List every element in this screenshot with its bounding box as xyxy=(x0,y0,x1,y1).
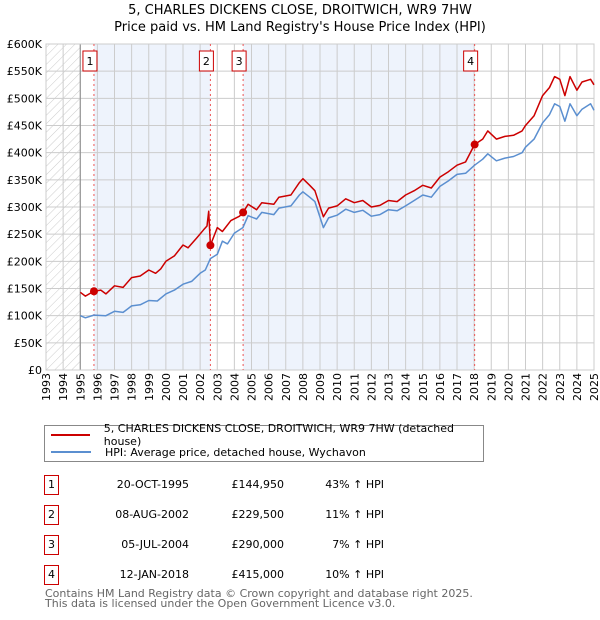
x-tick-label: 1996 xyxy=(91,373,104,401)
sale-label-box xyxy=(82,50,98,72)
sale-price: £144,950 xyxy=(231,478,285,491)
sale-date: 12-JAN-2018 xyxy=(119,568,189,581)
sale-price: £415,000 xyxy=(231,568,285,581)
x-tick-label: 2002 xyxy=(194,373,207,401)
sale-price: £229,500 xyxy=(231,508,285,521)
sale-point xyxy=(89,287,98,296)
x-tick-label: 1999 xyxy=(143,373,156,401)
x-tick-label: 2005 xyxy=(246,373,259,401)
sale-number-badge: 1 xyxy=(44,475,59,495)
x-tick-label: 2001 xyxy=(177,373,190,401)
x-tick-label: 2012 xyxy=(365,373,378,401)
sale-row: 1 20-OCT-1995 £144,950 43% ↑ HPI xyxy=(44,475,464,495)
sale-date: 05-JUL-2004 xyxy=(121,538,189,551)
sale-number-badge: 2 xyxy=(44,505,59,525)
legend-item-property: 5, CHARLES DICKENS CLOSE, DROITWICH, WR9… xyxy=(45,422,483,448)
sale-label-box xyxy=(231,50,247,72)
sale-label: 4 xyxy=(467,55,474,68)
y-tick-label: £200K xyxy=(7,255,43,268)
sale-hpi-diff: 10% ↑ HPI xyxy=(325,568,384,581)
x-tick-label: 2010 xyxy=(331,373,344,401)
chart-title: 5, CHARLES DICKENS CLOSE, DROITWICH, WR9… xyxy=(128,3,472,18)
x-tick-label: 2020 xyxy=(502,373,515,401)
y-tick-label: £600K xyxy=(7,38,43,51)
sale-label-box xyxy=(463,50,479,72)
x-tick-label: 2000 xyxy=(160,373,173,401)
sale-row: 4 12-JAN-2018 £415,000 10% ↑ HPI xyxy=(44,565,464,585)
sale-label-box xyxy=(198,50,214,72)
sale-row: 3 05-JUL-2004 £290,000 7% ↑ HPI xyxy=(44,535,464,555)
x-tick-label: 2019 xyxy=(485,373,498,401)
hpi-line xyxy=(80,103,595,319)
x-tick-label: 2015 xyxy=(417,373,430,401)
sale-point xyxy=(239,208,248,217)
chart-legend: 5, CHARLES DICKENS CLOSE, DROITWICH, WR9… xyxy=(44,422,484,462)
y-tick-label: £100K xyxy=(7,310,43,323)
x-tick-label: 2024 xyxy=(571,373,584,401)
x-tick-label: 2003 xyxy=(211,373,224,401)
y-tick-label: £400K xyxy=(7,147,43,160)
x-tick-label: 2023 xyxy=(554,373,567,401)
x-tick-label: 1995 xyxy=(74,373,87,401)
x-tick-label: 1993 xyxy=(40,373,53,401)
sale-label: 3 xyxy=(236,55,243,68)
sale-date: 08-AUG-2002 xyxy=(115,508,189,521)
footer: Contains HM Land Registry data © Crown c… xyxy=(45,587,473,610)
sale-point xyxy=(206,241,215,250)
y-tick-label: £350K xyxy=(7,174,43,187)
y-tick-label: £450K xyxy=(7,120,43,133)
x-tick-label: 2018 xyxy=(468,373,481,401)
sale-number-badge: 3 xyxy=(44,535,59,555)
y-tick-label: £300K xyxy=(7,201,43,214)
sale-number-badge: 4 xyxy=(44,565,59,585)
y-tick-label: £550K xyxy=(7,65,43,78)
legend-swatch-blue xyxy=(51,451,91,453)
x-tick-label: 2016 xyxy=(434,373,447,401)
footer-line: Contains HM Land Registry data © Crown c… xyxy=(45,587,473,600)
legend-item-hpi: HPI: Average price, detached house, Wych… xyxy=(45,444,366,460)
x-tick-label: 2025 xyxy=(588,373,600,401)
x-tick-label: 2008 xyxy=(297,373,310,401)
x-tick-label: 2021 xyxy=(520,373,533,401)
y-tick-label: £250K xyxy=(7,228,43,241)
chart-subtitle: Price paid vs. HM Land Registry's House … xyxy=(114,20,486,35)
x-tick-label: 1994 xyxy=(57,373,70,401)
sale-label: 2 xyxy=(203,55,210,68)
footer-line: This data is licensed under the Open Gov… xyxy=(45,597,396,610)
x-tick-label: 2022 xyxy=(537,373,550,401)
x-tick-label: 2004 xyxy=(228,373,241,401)
y-tick-label: £150K xyxy=(7,283,43,296)
sale-price: £290,000 xyxy=(231,538,285,551)
y-tick-label: £50K xyxy=(14,337,43,350)
legend-label: HPI: Average price, detached house, Wych… xyxy=(105,445,366,459)
legend-swatch-red xyxy=(51,434,90,436)
x-tick-label: 1997 xyxy=(109,373,122,401)
x-tick-label: 2006 xyxy=(263,373,276,401)
legend-label: 5, CHARLES DICKENS CLOSE, DROITWICH, WR9… xyxy=(103,422,455,448)
x-tick-label: 2007 xyxy=(280,373,293,401)
y-tick-label: £500K xyxy=(7,92,43,105)
sale-hpi-diff: 11% ↑ HPI xyxy=(325,508,384,521)
x-tick-label: 2009 xyxy=(314,373,327,401)
sale-row: 2 08-AUG-2002 £229,500 11% ↑ HPI xyxy=(44,505,464,525)
plot-border xyxy=(45,43,595,371)
sale-label: 1 xyxy=(86,55,93,68)
x-tick-label: 2014 xyxy=(400,373,413,401)
property-price-line xyxy=(79,75,595,297)
price-chart: 1993 1994 1995 1996 1997 1998 1999 2000 2001 2002… xyxy=(7,38,600,401)
y-tick-label: £0 xyxy=(28,364,42,377)
sale-hpi-diff: 43% ↑ HPI xyxy=(325,478,384,491)
x-tick-label: 2011 xyxy=(348,373,361,401)
x-tick-label: 2017 xyxy=(451,373,464,401)
sale-point xyxy=(470,140,479,149)
x-tick-label: 2013 xyxy=(383,373,396,401)
sale-hpi-diff: 7% ↑ HPI xyxy=(332,538,384,551)
x-tick-label: 1998 xyxy=(126,373,139,401)
sale-date: 20-OCT-1995 xyxy=(116,478,189,491)
